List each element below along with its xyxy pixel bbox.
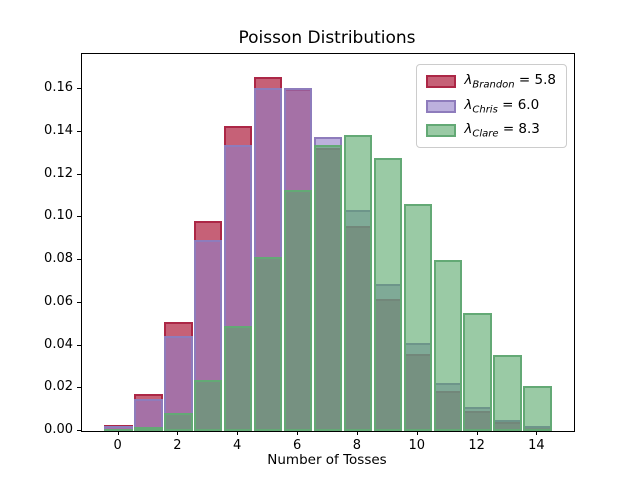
y-tick-mark [77,430,81,431]
x-tick-label: 6 [292,438,302,453]
bar-clare-12 [463,312,492,431]
bar-clare-0 [104,429,133,431]
y-tick-mark [77,259,81,261]
x-tick-label: 4 [233,438,242,453]
y-tick-label: 0.08 [44,251,73,267]
x-tick-label: 0 [113,438,122,453]
bar-clare-3 [194,380,223,431]
bar-clare-9 [373,157,402,431]
y-tick-mark [77,88,81,90]
bar-clare-4 [224,326,253,431]
y-tick-mark [77,173,81,175]
y-tick-label: 0.14 [44,123,73,138]
bars-layer [82,54,574,431]
bar-clare-8 [343,134,373,431]
x-tick-mark [356,431,358,435]
legend-label-chris: λChris = 6.0 [464,96,540,116]
bar-clare-13 [493,355,522,431]
y-tick-label: 0.16 [44,80,73,96]
plot-area: λBrandon = 5.8 λChris = 6.0 λClare = 8.3 [81,53,575,432]
legend-row-clare: λClare = 8.3 [426,121,556,140]
legend: λBrandon = 5.8 λChris = 6.0 λClare = 8.3 [416,64,567,149]
chart-title: Poisson Distributions [238,28,416,48]
bar-clare-6 [283,190,313,431]
y-tick-mark [77,301,81,303]
x-axis-label: Number of Tosses [267,452,387,468]
bar-clare-14 [523,386,552,431]
x-tick-label: 12 [468,438,485,453]
bar-clare-10 [403,204,432,431]
x-tick-mark [177,431,179,435]
y-tick-label: 0.04 [44,336,73,352]
x-tick-label: 8 [352,438,362,453]
x-tick-mark [297,431,299,435]
x-tick-label: 2 [173,438,182,453]
x-tick-mark [416,431,418,435]
legend-swatch-clare [426,124,457,138]
x-tick-label: 14 [528,438,545,453]
y-tick-mark [77,387,81,389]
y-tick-label: 0.12 [44,165,73,181]
bar-clare-2 [164,412,193,431]
legend-row-chris: λChris = 6.0 [426,96,556,116]
y-tick-mark [77,344,81,346]
y-tick-mark [77,131,81,132]
legend-swatch-brandon [426,74,457,88]
y-tick-label: 0.02 [44,379,73,395]
y-tick-label: 0.00 [44,422,73,437]
y-tick-label: 0.10 [44,208,73,224]
x-tick-mark [476,431,478,435]
x-tick-mark [536,431,538,435]
bar-clare-5 [254,256,283,431]
legend-row-brandon: λBrandon = 5.8 [426,72,556,91]
bar-clare-11 [433,259,462,431]
x-tick-mark [237,431,239,435]
legend-swatch-chris [426,99,457,113]
bar-clare-1 [134,426,163,431]
legend-label-clare: λClare = 8.3 [464,121,540,141]
x-tick-mark [117,431,119,435]
bar-clare-7 [313,145,343,431]
y-tick-label: 0.06 [44,293,73,309]
y-tick-mark [77,216,81,218]
x-tick-label: 10 [408,438,426,453]
legend-label-brandon: λBrandon = 5.8 [464,72,556,91]
